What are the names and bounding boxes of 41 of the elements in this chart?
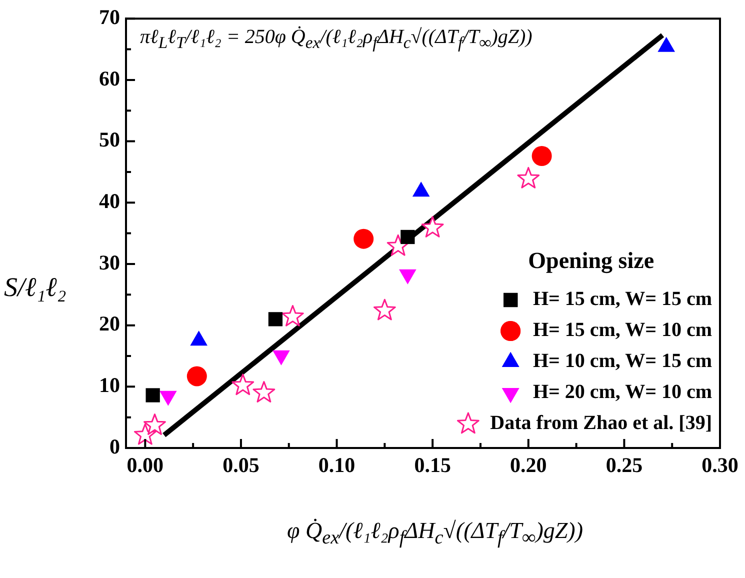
point	[354, 228, 374, 249]
text: πℓ$_{L}$ℓ$_{T}$/ℓ₁ℓ₂ = 250φ Q̇$_{ex}$/(ℓ₁ℓ₂ρ$_{f}$ΔH$_{c}$√((ΔT$_{f}$/T$_{∞}$)gZ))	[140, 26, 532, 52]
point	[186, 366, 207, 386]
y-tick-label: 20	[99, 312, 120, 336]
legend-title: Opening size	[528, 248, 654, 274]
y-tick-label: 60	[99, 66, 120, 90]
point	[134, 423, 156, 445]
x-tick-label: 0.20	[510, 453, 547, 478]
legend-label: Data from Zhao et al. [39]	[490, 412, 712, 434]
y-tick-label: 50	[99, 128, 120, 152]
point	[412, 182, 430, 197]
x-tick-label: 0.15	[414, 453, 451, 478]
legend-label: H= 15 cm, W= 15 cm	[532, 288, 712, 310]
text: φ Q̇$_{ex}$/(ℓ₁ℓ₂ρ$_{f}$ΔH$_{c}$√((ΔT$_{f}$/T$_{∞}$)gZ))	[286, 518, 583, 549]
point	[232, 374, 254, 396]
legend-label: H= 20 cm, W= 10 cm	[532, 381, 712, 404]
y-axis-title: S/ℓ₁ℓ₂	[4, 272, 66, 303]
y-tick-label: 10	[99, 373, 120, 398]
point	[658, 36, 676, 52]
x-tick-label: 0.10	[318, 453, 356, 478]
point	[517, 166, 540, 188]
x-tick-label: 0.30	[702, 453, 738, 478]
legend-label: H= 15 cm, W= 10 cm	[532, 319, 712, 342]
point	[373, 298, 396, 320]
point	[532, 146, 552, 166]
y-tick-label: 70	[99, 5, 120, 30]
legend-label: H= 10 cm, W= 15 cm	[532, 350, 712, 372]
x-tick-label: 0.00	[126, 453, 164, 478]
point	[281, 304, 304, 326]
point	[386, 234, 410, 256]
x-tick-label: 0.25	[606, 453, 643, 478]
point	[146, 388, 160, 402]
point	[252, 381, 276, 402]
point	[400, 230, 415, 244]
y-tick-label: 40	[99, 189, 120, 214]
point	[421, 216, 444, 238]
y-tick-label: 0	[110, 434, 120, 458]
point	[268, 312, 283, 326]
y-tick-label: 30	[99, 250, 120, 274]
point	[144, 414, 166, 435]
x-tick-label: 0.05	[222, 453, 260, 478]
